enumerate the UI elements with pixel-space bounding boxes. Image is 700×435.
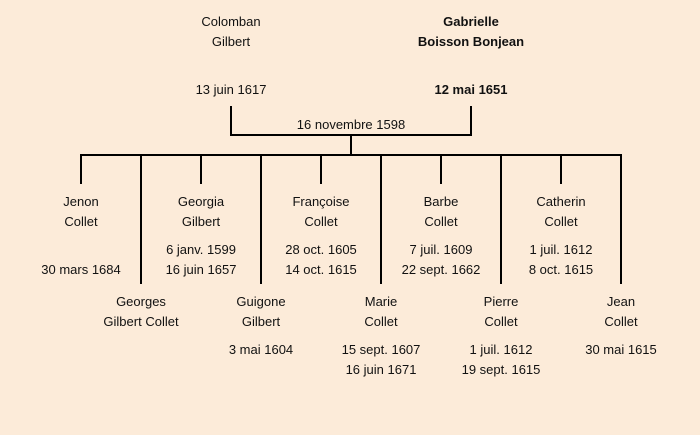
child-connector [500, 154, 502, 284]
child-first-name: Georgia [177, 194, 225, 209]
father-first-name: Colomban [201, 14, 261, 29]
sibling-line [80, 154, 622, 156]
child-node: Jean Collet 30 mai 1615 [541, 292, 700, 380]
mother-date: 12 mai 1651 [434, 82, 508, 97]
child-date-1: 1 juil. 1612 [529, 242, 593, 257]
child-connector [80, 154, 82, 184]
child-date-1: 15 sept. 1607 [341, 342, 421, 357]
child-first-name: Georges [116, 294, 166, 309]
child-node: Pierre Collet 1 juil. 1612 19 sept. 1615 [421, 292, 581, 380]
child-first-name: Jenon [63, 194, 99, 209]
child-connector [320, 154, 322, 184]
child-first-name: Françoise [292, 194, 350, 209]
child-last-name: Collet [424, 214, 458, 229]
child-first-name: Catherin [536, 194, 586, 209]
child-last-name: Collet [604, 314, 638, 329]
mother-first-name: Gabrielle [443, 14, 499, 29]
child-date-2: 22 sept. 1662 [401, 262, 481, 277]
child-node: Georges Gilbert Collet [61, 292, 221, 380]
marriage-date: 16 novembre 1598 [296, 117, 406, 132]
child-node: Barbe Collet 7 juil. 1609 22 sept. 1662 [361, 192, 521, 280]
child-date-1: 1 juil. 1612 [469, 342, 533, 357]
child-date-1: 6 janv. 1599 [166, 242, 236, 257]
child-node: Jenon Collet 30 mars 1684 [1, 192, 161, 280]
parent1-line [230, 106, 232, 136]
child-last-name: Collet [64, 214, 98, 229]
child-date-2: 16 juin 1671 [345, 362, 417, 377]
child-date-2: 19 sept. 1615 [461, 362, 541, 377]
child-node: Marie Collet 15 sept. 1607 16 juin 1671 [301, 292, 461, 380]
child-first-name: Marie [364, 294, 398, 309]
child-last-name: Collet [364, 314, 398, 329]
child-date-1: 7 juil. 1609 [409, 242, 473, 257]
child-date-2 [541, 360, 700, 380]
child-connector [380, 154, 382, 284]
child-first-name: Pierre [483, 294, 519, 309]
father-last-name: Gilbert [211, 34, 251, 49]
child-date-1: 28 oct. 1605 [285, 242, 357, 257]
father-date: 13 juin 1617 [195, 82, 267, 97]
child-node: Georgia Gilbert 6 janv. 1599 16 juin 1657 [121, 192, 281, 280]
child-last-name: Gilbert [181, 214, 221, 229]
child-date-2: 30 mars 1684 [41, 262, 121, 277]
child-first-name: Jean [606, 294, 636, 309]
parent2-line [470, 106, 472, 136]
child-node: Guigone Gilbert 3 mai 1604 [181, 292, 341, 380]
child-first-name: Guigone [236, 294, 286, 309]
parent-father: Colomban Gilbert 13 juin 1617 [151, 12, 311, 100]
child-connector [200, 154, 202, 184]
child-date-1: 30 mai 1615 [585, 342, 657, 357]
child-connector [560, 154, 562, 184]
mother-last-name: Boisson Bonjean [417, 34, 525, 49]
child-last-name: Collet [484, 314, 518, 329]
descent-line [350, 134, 352, 156]
child-date-1: 3 mai 1604 [228, 342, 294, 357]
child-date-2: 16 juin 1657 [165, 262, 237, 277]
child-date-2: 14 oct. 1615 [285, 262, 357, 277]
child-last-name: Gilbert [241, 314, 281, 329]
child-first-name: Barbe [423, 194, 459, 209]
child-connector [440, 154, 442, 184]
parent-mother: Gabrielle Boisson Bonjean 12 mai 1651 [391, 12, 551, 100]
child-connector [260, 154, 262, 284]
child-node: Françoise Collet 28 oct. 1605 14 oct. 1615 [241, 192, 401, 280]
child-date-2: 8 oct. 1615 [528, 262, 594, 277]
child-connector [140, 154, 142, 284]
child-connector [620, 154, 622, 284]
child-last-name: Collet [304, 214, 338, 229]
child-last-name: Gilbert Collet [103, 314, 179, 329]
child-node: Catherin Collet 1 juil. 1612 8 oct. 1615 [481, 192, 641, 280]
child-last-name: Collet [544, 214, 578, 229]
